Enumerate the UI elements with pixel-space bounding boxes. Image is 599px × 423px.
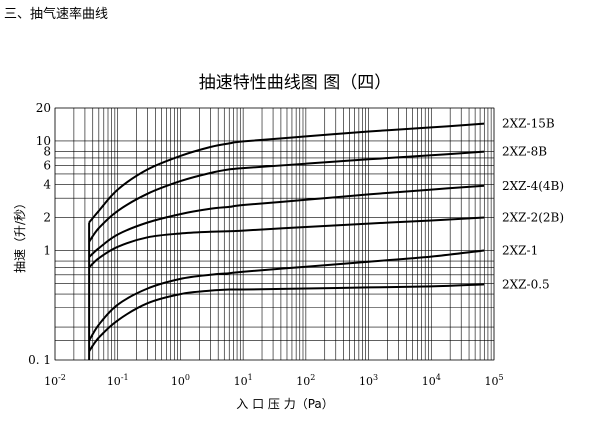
series-line (88, 150, 485, 243)
x-tick-label: 104 (422, 373, 441, 388)
y-tick-label: 0. 1 (28, 353, 51, 367)
section-heading: 三、抽气速率曲线 (4, 7, 109, 22)
y-tick-label: 20 (36, 101, 51, 115)
series-line (88, 216, 485, 269)
y-tick-label: 10 (36, 134, 51, 148)
series-label: 2XZ-1 (502, 243, 538, 257)
series-label: 2XZ-2(2B) (502, 211, 564, 225)
y-tick-label: 8 (43, 145, 51, 159)
x-tick-label: 100 (171, 373, 190, 388)
series-line (88, 283, 485, 352)
x-tick-label: 103 (359, 373, 378, 388)
y-tick-label: 2 (43, 211, 51, 225)
series-line (88, 249, 485, 342)
series-labels: 2XZ-15B 2XZ-8B 2XZ-4(4B) 2XZ-2(2B) 2XZ-1 2XZ-… (502, 117, 564, 292)
x-axis-label: 入 口 压 力（Pa） (236, 397, 334, 411)
y-tick-label: 6 (43, 158, 51, 172)
x-tick-label: 10-2 (44, 373, 66, 388)
plot-frame (54, 107, 495, 361)
x-tick-label: 10-1 (107, 373, 129, 388)
series-label: 2XZ-15B (502, 117, 555, 131)
x-tick-label: 102 (296, 373, 315, 388)
series-line (88, 184, 485, 258)
x-tick-label: 105 (484, 373, 503, 388)
y-tick-label: 4 (43, 178, 51, 192)
series-label: 2XZ-8B (502, 145, 547, 159)
series-curves (88, 122, 485, 360)
y-tick-label: 1 (43, 243, 51, 257)
series-label: 2XZ-0.5 (502, 277, 550, 291)
series-line (88, 122, 485, 224)
y-axis-label: 抽速（升/秒） (13, 197, 27, 273)
x-tick-label: 101 (234, 373, 253, 388)
series-label: 2XZ-4(4B) (502, 179, 564, 193)
chart-title: 抽速特性曲线图 图（四） (199, 73, 391, 93)
